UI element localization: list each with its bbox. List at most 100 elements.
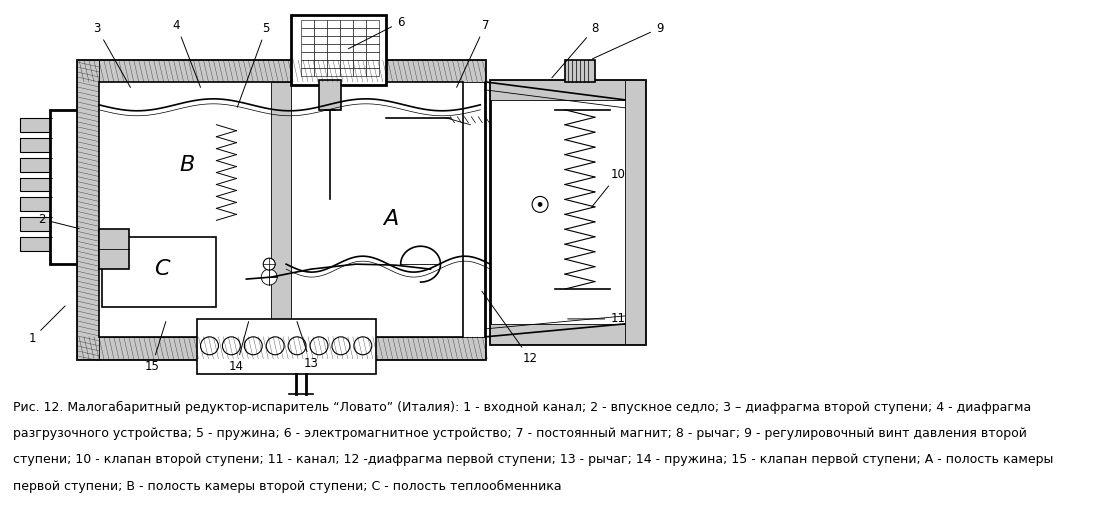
Circle shape: [244, 337, 262, 355]
Bar: [319, 80, 341, 110]
Bar: [366, 28, 379, 36]
Bar: [366, 20, 379, 28]
Bar: [99, 82, 464, 337]
Bar: [20, 177, 52, 192]
Bar: [366, 52, 379, 60]
Bar: [301, 68, 314, 76]
Circle shape: [261, 269, 278, 285]
Text: 11: 11: [568, 312, 626, 326]
Bar: [340, 68, 352, 76]
Bar: [340, 36, 352, 44]
Bar: [20, 118, 52, 132]
Text: 13: 13: [297, 321, 319, 370]
Text: 9: 9: [592, 21, 663, 59]
Text: 7: 7: [457, 19, 489, 87]
Bar: [352, 60, 366, 68]
Circle shape: [288, 337, 306, 355]
Circle shape: [263, 258, 275, 270]
Bar: [352, 44, 366, 52]
Bar: [20, 137, 52, 152]
Text: 10: 10: [592, 168, 626, 207]
Bar: [327, 68, 340, 76]
Text: 2: 2: [38, 213, 79, 228]
Bar: [99, 229, 129, 269]
Circle shape: [353, 337, 371, 355]
Bar: [327, 28, 340, 36]
Bar: [271, 82, 291, 337]
Bar: [301, 44, 314, 52]
Circle shape: [539, 202, 542, 206]
Bar: [291, 15, 386, 85]
Circle shape: [532, 196, 549, 213]
Bar: [301, 28, 314, 36]
Text: 8: 8: [552, 21, 599, 78]
Bar: [340, 28, 352, 36]
Text: C: C: [154, 259, 169, 279]
Text: B: B: [178, 154, 194, 175]
Bar: [301, 60, 314, 68]
Text: первой ступени; В - полость камеры второй ступени; С - полость теплообменника: первой ступени; В - полость камеры второ…: [13, 480, 562, 493]
Text: 5: 5: [237, 21, 270, 107]
Bar: [20, 197, 52, 212]
Bar: [352, 20, 366, 28]
Circle shape: [310, 337, 328, 355]
Text: 15: 15: [144, 321, 166, 373]
Bar: [352, 28, 366, 36]
Bar: [314, 36, 327, 44]
Bar: [77, 337, 485, 359]
Bar: [20, 157, 52, 172]
Bar: [352, 52, 366, 60]
Text: ступени; 10 - клапан второй ступени; 11 - канал; 12 -диафрагма первой ступени; 1: ступени; 10 - клапан второй ступени; 11 …: [13, 453, 1054, 467]
Text: 1: 1: [29, 306, 65, 345]
Bar: [314, 28, 327, 36]
Text: 3: 3: [94, 21, 130, 87]
Circle shape: [201, 337, 219, 355]
Bar: [340, 44, 352, 52]
Bar: [314, 44, 327, 52]
Bar: [77, 60, 485, 82]
Bar: [20, 237, 52, 251]
Bar: [565, 60, 594, 82]
Bar: [196, 319, 376, 374]
Text: 6: 6: [348, 16, 405, 49]
Bar: [314, 52, 327, 60]
Text: Рис. 12. Малогабаритный редуктор-испаритель “Ловато” (Италия): 1 - входной канал: Рис. 12. Малогабаритный редуктор-испарит…: [13, 401, 1031, 413]
Bar: [340, 52, 352, 60]
Text: 14: 14: [229, 321, 249, 373]
Bar: [491, 80, 644, 344]
Text: 4: 4: [173, 19, 201, 87]
Bar: [491, 80, 644, 100]
Bar: [327, 36, 340, 44]
FancyBboxPatch shape: [77, 60, 485, 359]
Bar: [301, 36, 314, 44]
Bar: [314, 20, 327, 28]
Bar: [314, 60, 327, 68]
Bar: [366, 68, 379, 76]
Bar: [327, 60, 340, 68]
Bar: [327, 44, 340, 52]
Text: разгрузочного устройства; 5 - пружина; 6 - электромагнитное устройство; 7 - пост: разгрузочного устройства; 5 - пружина; 6…: [13, 427, 1027, 440]
Bar: [314, 68, 327, 76]
Bar: [491, 324, 644, 344]
Text: 12: 12: [482, 291, 537, 365]
Bar: [301, 20, 314, 28]
Bar: [366, 44, 379, 52]
Bar: [352, 36, 366, 44]
Bar: [101, 237, 216, 307]
Bar: [50, 110, 78, 264]
Bar: [327, 20, 340, 28]
Bar: [301, 52, 314, 60]
Circle shape: [222, 337, 241, 355]
Bar: [77, 60, 99, 359]
Bar: [340, 60, 352, 68]
Bar: [20, 217, 52, 231]
Bar: [352, 68, 366, 76]
Circle shape: [266, 337, 284, 355]
Bar: [624, 80, 644, 344]
Circle shape: [332, 337, 350, 355]
Bar: [340, 20, 352, 28]
Bar: [366, 60, 379, 68]
Bar: [366, 36, 379, 44]
Bar: [327, 52, 340, 60]
Text: A: A: [384, 210, 398, 229]
